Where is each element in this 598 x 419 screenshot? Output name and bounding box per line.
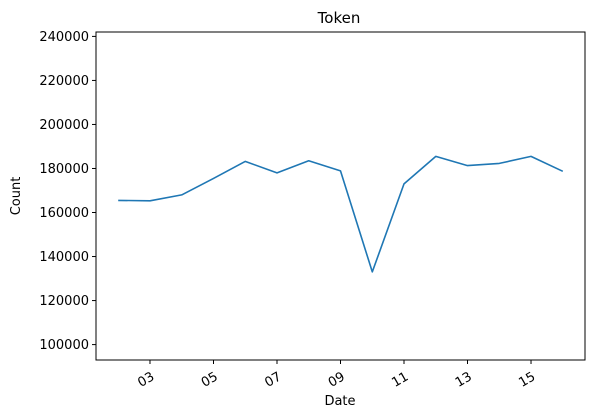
y-tick-label: 100000 [39,338,89,353]
y-axis-title: Count [9,177,24,216]
y-tick-label: 120000 [39,294,89,309]
series-line [118,155,564,273]
y-tick-label: 200000 [39,118,89,133]
x-axis: 03 05 07 09 11 13 15 [135,360,538,391]
x-tick-label: 07 [262,369,284,390]
x-tick-label: 15 [516,369,538,390]
y-tick-label: 220000 [39,74,89,89]
y-tick-label: 240000 [39,30,89,45]
x-tick-label: 11 [389,369,411,390]
y-axis: 100000 120000 140000 160000 180000 200000 2200… [39,30,96,353]
x-tick-label: 13 [453,369,475,390]
x-tick-label: 03 [135,369,157,390]
y-tick-label: 140000 [39,250,89,265]
series-layer [118,155,564,273]
x-axis-title: Date [324,394,355,409]
y-tick-label: 160000 [39,206,89,221]
y-tick-label: 180000 [39,162,89,177]
chart-title: Token [317,9,361,27]
x-tick-label: 05 [199,369,221,390]
plot-frame [95,31,586,361]
x-tick-label: 09 [326,369,348,390]
